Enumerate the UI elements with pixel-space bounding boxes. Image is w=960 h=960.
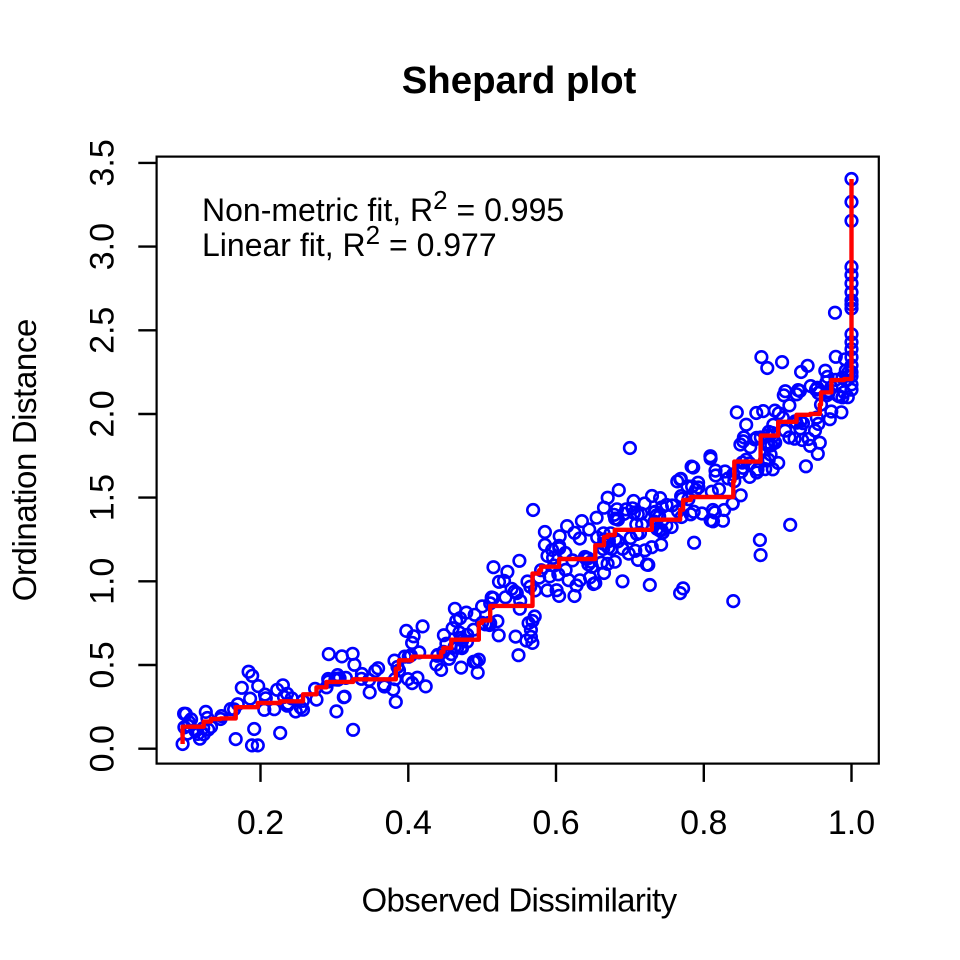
svg-text:3.0: 3.0 xyxy=(84,223,122,270)
svg-text:2.5: 2.5 xyxy=(84,307,122,354)
svg-text:0.8: 0.8 xyxy=(680,804,727,842)
svg-text:1.0: 1.0 xyxy=(84,558,122,605)
svg-text:Ordination Distance: Ordination Distance xyxy=(6,319,43,601)
svg-text:0.0: 0.0 xyxy=(84,725,122,772)
svg-text:Shepard plot: Shepard plot xyxy=(402,59,637,102)
svg-text:Linear fit, R2 = 0.977: Linear fit, R2 = 0.977 xyxy=(202,220,497,263)
svg-text:0.6: 0.6 xyxy=(532,804,579,842)
svg-text:0.4: 0.4 xyxy=(385,804,432,842)
svg-text:Observed Dissimilarity: Observed Dissimilarity xyxy=(361,882,677,919)
svg-text:1.0: 1.0 xyxy=(828,804,875,842)
svg-text:1.5: 1.5 xyxy=(84,474,122,521)
svg-text:3.5: 3.5 xyxy=(84,139,122,186)
svg-text:0.2: 0.2 xyxy=(237,804,284,842)
svg-text:Non-metric fit, R2 = 0.995: Non-metric fit, R2 = 0.995 xyxy=(202,185,564,228)
svg-text:0.5: 0.5 xyxy=(84,641,122,688)
svg-text:2.0: 2.0 xyxy=(84,390,122,437)
